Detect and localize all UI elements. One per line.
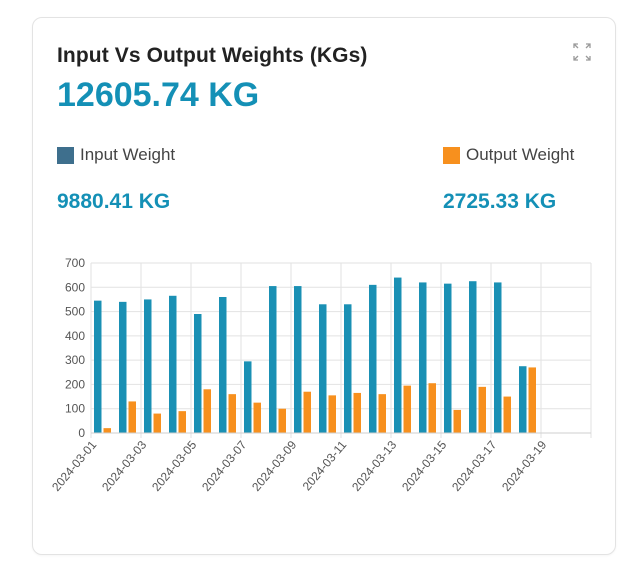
total-weight: 12605.74 KG: [57, 76, 260, 114]
card-title: Input Vs Output Weights (KGs): [57, 44, 368, 67]
bar-output: [228, 394, 236, 433]
bar-output: [303, 391, 311, 433]
bar-output: [253, 402, 261, 433]
x-tick-label: 2024-03-03: [99, 438, 149, 494]
bar-output: [503, 396, 511, 433]
bar-output: [453, 409, 461, 433]
bar-output: [353, 392, 361, 433]
bar-input: [94, 300, 102, 433]
y-tick-label: 0: [78, 426, 85, 440]
x-tick-label: 2024-03-19: [499, 438, 549, 494]
bar-input: [444, 283, 452, 433]
y-tick-label: 300: [65, 353, 85, 367]
bar-input: [269, 286, 277, 433]
y-tick-label: 100: [65, 402, 85, 416]
bar-output: [528, 367, 536, 433]
x-tick-label: 2024-03-05: [149, 438, 199, 494]
bar-output: [378, 394, 386, 433]
bar-input: [319, 304, 327, 433]
bar-output: [153, 413, 161, 433]
y-tick-label: 700: [65, 256, 85, 270]
bar-input: [219, 297, 227, 433]
bar-input: [369, 284, 377, 433]
bar-input: [119, 301, 127, 433]
x-tick-label: 2024-03-11: [300, 438, 350, 494]
x-tick-label: 2024-03-17: [449, 438, 499, 494]
bar-output: [428, 383, 436, 433]
bar-input: [494, 282, 502, 433]
y-tick-label: 400: [65, 329, 85, 343]
bar-input: [294, 286, 302, 433]
bar-output: [128, 401, 136, 433]
y-tick-label: 200: [65, 377, 85, 391]
legend-output-swatch: [443, 146, 460, 164]
bar-input: [169, 295, 177, 433]
output-total-value: 2725.33 KG: [443, 190, 557, 213]
x-tick-label: 2024-03-13: [349, 438, 399, 494]
bar-input: [144, 299, 152, 433]
bar-input: [519, 366, 527, 433]
bar-output: [278, 408, 286, 433]
legend-output-label: Output Weight: [466, 145, 575, 164]
bar-input: [194, 314, 202, 433]
bar-output: [203, 389, 211, 433]
legend-input-swatch: [57, 146, 74, 164]
bar-input: [244, 361, 252, 433]
legend-input-label: Input Weight: [80, 145, 176, 164]
bar-output: [328, 395, 336, 433]
bar-output: [103, 428, 111, 433]
bar-input: [344, 304, 352, 433]
expand-icon[interactable]: [572, 42, 592, 62]
weights-card: Input Vs Output Weights (KGs) 12605.74 K…: [32, 17, 616, 555]
input-total-value: 9880.41 KG: [57, 190, 171, 213]
bar-output: [403, 385, 411, 433]
y-tick-label: 600: [65, 280, 85, 294]
legend-output[interactable]: Output Weight: [443, 145, 574, 165]
bar-output: [478, 386, 486, 433]
bar-input: [419, 282, 427, 433]
bar-input: [469, 281, 477, 433]
legend-input[interactable]: Input Weight: [57, 145, 175, 165]
y-tick-label: 500: [65, 305, 85, 319]
bar-output: [178, 411, 186, 433]
x-tick-label: 2024-03-15: [399, 438, 449, 494]
bar-input: [394, 277, 402, 433]
x-tick-label: 2024-03-01: [49, 438, 99, 494]
x-tick-label: 2024-03-09: [249, 438, 299, 494]
x-tick-label: 2024-03-07: [199, 438, 249, 494]
